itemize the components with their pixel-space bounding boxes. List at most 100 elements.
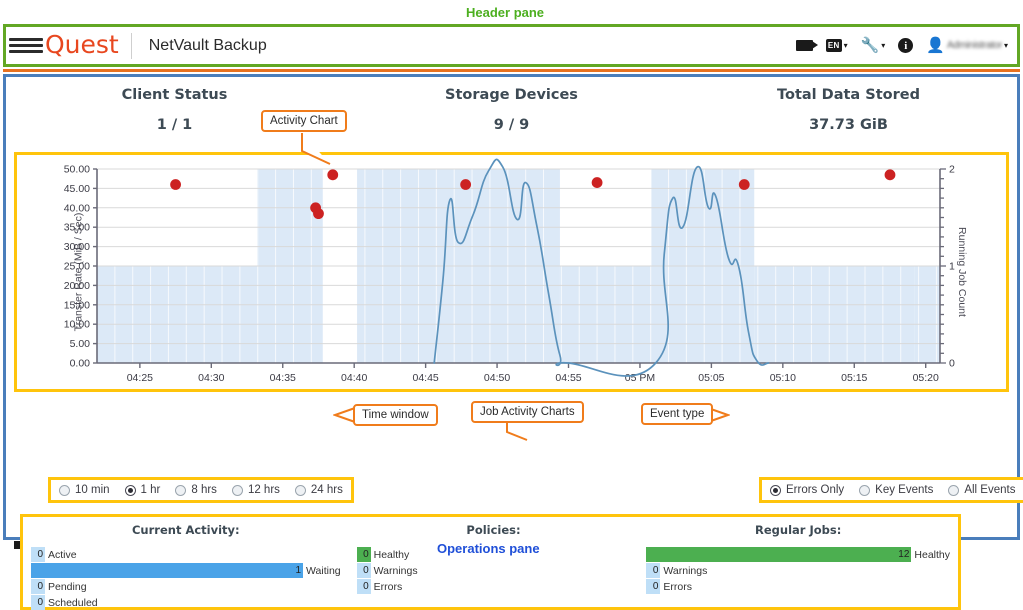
svg-text:5.00: 5.00	[70, 338, 91, 350]
annotation-operations-pane: Operations pane	[437, 541, 540, 556]
stat-row: Client Status 1 / 1 Storage Devices 9 / …	[6, 87, 1017, 133]
current-activity-chart: Current Activity: 0 Active 1 Waiting 0 Pendin…	[23, 517, 349, 610]
radio-label: Errors Only	[786, 484, 845, 496]
svg-text:04:25: 04:25	[127, 372, 153, 384]
bar-row[interactable]: 12 Healthy	[646, 547, 950, 562]
bar-value: 0	[37, 549, 43, 560]
time-window-option-24-hrs[interactable]: 24 hrs	[294, 484, 343, 496]
language-selector[interactable]: EN ▾	[825, 39, 848, 52]
svg-text:1: 1	[949, 261, 955, 273]
video-camera-icon[interactable]	[795, 40, 818, 51]
svg-text:2: 2	[949, 164, 955, 176]
page-title: NetVault Backup	[148, 36, 267, 54]
event-type-option-all-events[interactable]: All Events	[948, 484, 1015, 496]
header-pane: Quest NetVault Backup EN ▾ 🔧 ▾ i 👤 Admin…	[3, 24, 1020, 67]
time-window-radio-group[interactable]: 10 min 1 hr 8 hrs 12 hrs 24 hrs	[48, 477, 354, 503]
radio-label: 8 hrs	[191, 484, 217, 496]
bar-label: Waiting	[306, 564, 341, 577]
svg-text:15.00: 15.00	[64, 299, 90, 311]
bar-fill: 0	[31, 579, 45, 594]
radio-dot-icon[interactable]	[59, 484, 70, 496]
bar-label: Scheduled	[48, 596, 98, 609]
radio-dot-icon[interactable]	[124, 484, 136, 496]
info-icon[interactable]: i	[898, 38, 914, 53]
bar-row[interactable]: 0 Healthy	[356, 547, 631, 562]
bar-row[interactable]: 0 Warnings	[356, 563, 631, 578]
svg-text:05:05: 05:05	[698, 372, 724, 384]
callout-time-window: Time window	[353, 404, 438, 426]
bar-value: 0	[37, 597, 43, 608]
stat-card-client-status[interactable]: Client Status 1 / 1	[6, 87, 343, 133]
radio-label: 24 hrs	[310, 484, 343, 496]
bar-label: Pending	[48, 580, 87, 593]
radio-label: 1 hr	[140, 484, 161, 496]
bar-list: 12 Healthy 0 Warnings 0 Errors	[646, 547, 950, 594]
bar-fill: 0	[356, 579, 371, 594]
chart-plot-area[interactable]: 0.00 5.00 10.00 15.00 20.00 25.00 30.00 35.00 40…	[17, 155, 1006, 389]
svg-text:45.00: 45.00	[64, 183, 90, 195]
radio-dot-icon[interactable]	[294, 484, 306, 496]
wrench-icon[interactable]: 🔧 ▾	[861, 38, 886, 53]
bar-label: Errors	[663, 580, 692, 593]
radio-dot-icon[interactable]	[770, 484, 781, 496]
bar-row[interactable]: 0 Scheduled	[31, 595, 341, 610]
bar-fill: 0	[31, 547, 45, 562]
radio-dot-icon[interactable]	[175, 484, 187, 496]
bar-value: 12	[898, 549, 910, 560]
bar-label: Warnings	[373, 564, 418, 577]
bar-value: 0	[363, 581, 369, 592]
bar-row[interactable]: 0 Warnings	[646, 563, 950, 578]
bar-fill: 0	[356, 563, 371, 578]
job-activity-charts: Current Activity: 0 Active 1 Waiting 0 Pendin…	[20, 514, 961, 610]
time-window-option-1-hr[interactable]: 1 hr	[124, 484, 161, 496]
bar-row[interactable]: 0 Pending	[31, 579, 341, 594]
event-type-radio-group[interactable]: Errors Only Key Events All Events	[759, 477, 1023, 503]
svg-text:04:40: 04:40	[341, 372, 367, 384]
radio-label: All Events	[964, 484, 1016, 496]
svg-text:50.00: 50.00	[64, 164, 90, 176]
svg-text:05:10: 05:10	[770, 372, 796, 384]
bar-fill: 0	[356, 547, 371, 562]
event-type-option-key-events[interactable]: Key Events	[859, 484, 933, 496]
user-menu[interactable]: 👤 Administrator ▾	[926, 38, 1008, 53]
svg-text:05:20: 05:20	[913, 372, 939, 384]
bar-row[interactable]: 1 Waiting	[31, 563, 341, 578]
stat-title: Total Data Stored	[777, 87, 920, 103]
wrench-glyph: 🔧	[860, 37, 880, 54]
time-window-option-10-min[interactable]: 10 min	[59, 484, 110, 496]
policies-chart: Policies: 0 Healthy 0 Warnings 0 Errors	[349, 517, 639, 607]
callout-event-type: Event type	[641, 403, 714, 425]
activity-chart[interactable]: Transfer Rate (MiB / Sec) Running Job Co…	[14, 152, 1009, 392]
bar-row[interactable]: 0 Errors	[356, 579, 631, 594]
svg-text:35.00: 35.00	[64, 222, 90, 234]
bar-value: 0	[363, 565, 369, 576]
hamburger-menu-icon[interactable]	[9, 38, 43, 53]
bar-row[interactable]: 0 Errors	[646, 579, 950, 594]
stat-card-total-data-stored[interactable]: Total Data Stored 37.73 GiB	[680, 87, 1017, 133]
svg-text:0: 0	[949, 358, 955, 370]
user-name-label: Administrator	[946, 40, 1002, 51]
chart-controls-row: 10 min 1 hr 8 hrs 12 hrs 24 hrs Errors Only K…	[6, 477, 1023, 505]
chevron-down-icon: ▾	[1003, 40, 1008, 50]
bar-label: Active	[48, 548, 77, 561]
bar-row[interactable]: 0 Active	[31, 547, 341, 562]
time-window-option-12-hrs[interactable]: 12 hrs	[231, 484, 280, 496]
avatar-icon: 👤	[926, 37, 945, 54]
svg-text:04:35: 04:35	[270, 372, 296, 384]
divider	[130, 32, 132, 59]
stat-card-storage-devices[interactable]: Storage Devices 9 / 9	[343, 87, 680, 133]
radio-dot-icon[interactable]	[948, 484, 960, 496]
header-bottom-rule	[3, 69, 1020, 72]
event-type-option-errors-only[interactable]: Errors Only	[770, 484, 844, 496]
radio-dot-icon[interactable]	[231, 484, 243, 496]
svg-text:0.00: 0.00	[70, 358, 91, 370]
callout-tail	[333, 407, 356, 423]
svg-text:25.00: 25.00	[64, 261, 90, 273]
bar-label: Healthy	[914, 548, 950, 561]
quest-logo: Quest	[45, 29, 119, 59]
stat-title: Storage Devices	[445, 87, 578, 103]
svg-text:04:30: 04:30	[198, 372, 224, 384]
time-window-option-8-hrs[interactable]: 8 hrs	[175, 484, 217, 496]
radio-dot-icon[interactable]	[859, 484, 871, 496]
bar-label: Healthy	[373, 548, 410, 561]
